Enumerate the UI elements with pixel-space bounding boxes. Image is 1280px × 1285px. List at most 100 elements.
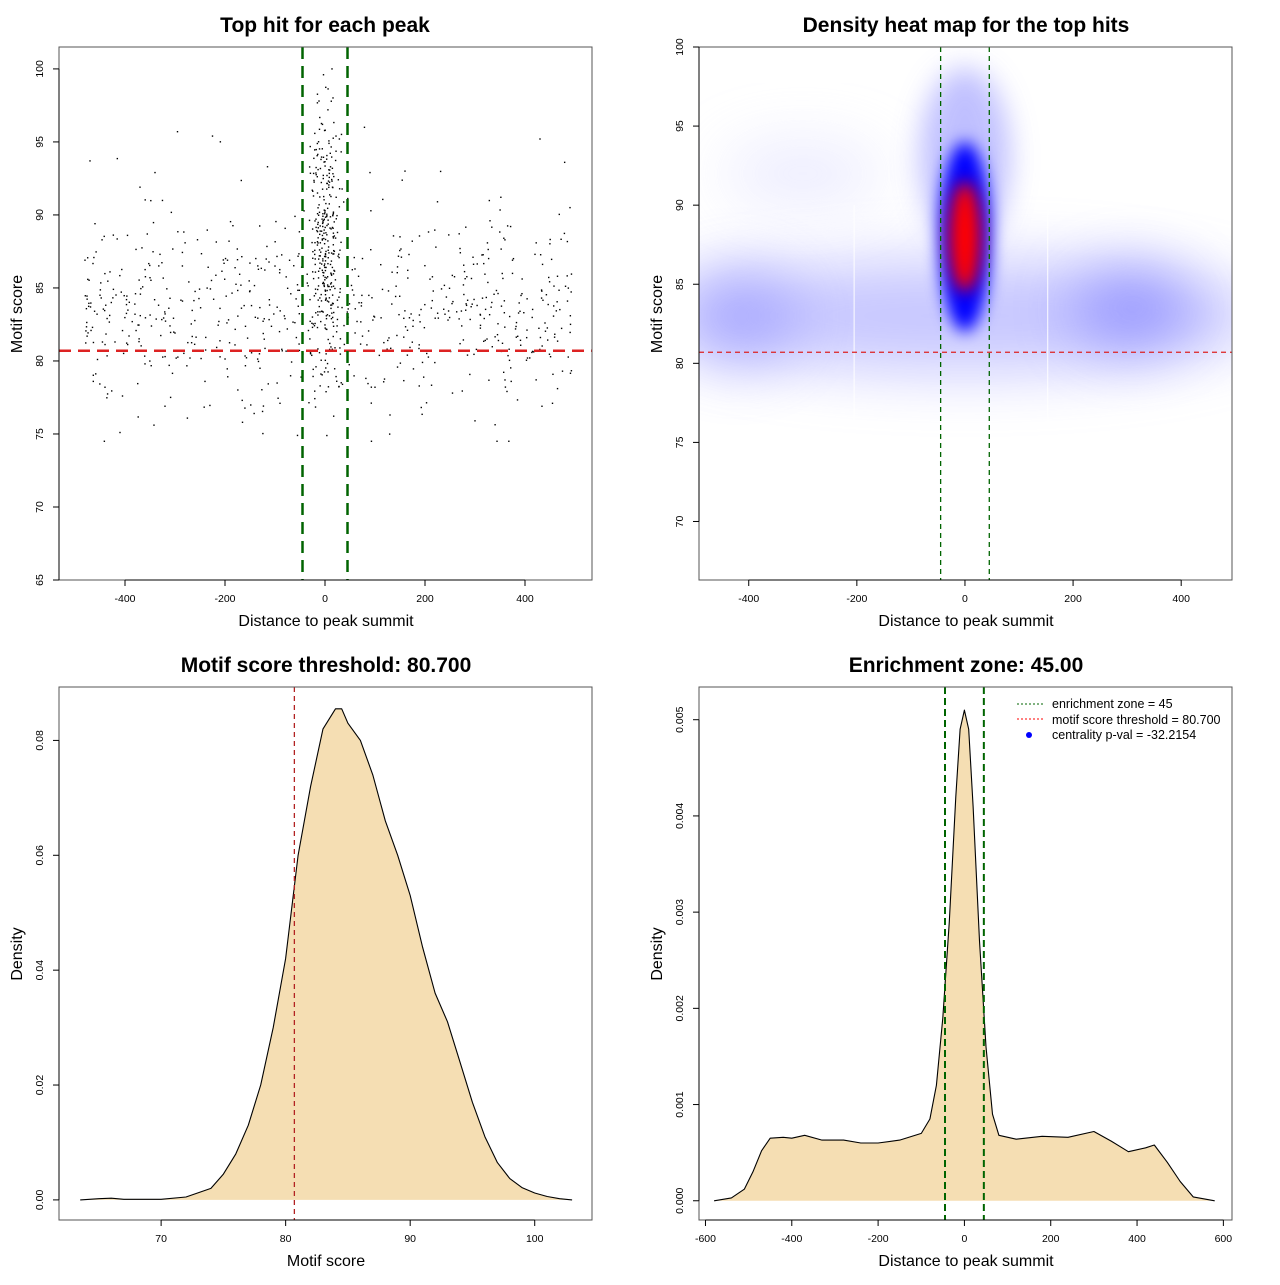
data-point [135, 248, 137, 251]
data-point [223, 278, 226, 280]
data-point [128, 301, 131, 304]
data-point [277, 397, 279, 399]
data-point [321, 239, 324, 241]
data-point [386, 348, 388, 350]
data-point [89, 160, 91, 162]
data-point [332, 325, 335, 327]
data-point [324, 209, 326, 212]
data-point [429, 278, 431, 280]
data-point [380, 317, 382, 319]
density-fill [714, 710, 1215, 1201]
data-point [517, 335, 519, 338]
data-point [359, 343, 362, 345]
data-point [567, 287, 570, 289]
legend: enrichment zone = 45 motif score thresho… [1017, 697, 1221, 742]
data-point [434, 317, 436, 319]
data-point [228, 342, 231, 344]
density-blob-left [699, 265, 798, 366]
panel1-y-tick-label: 100 [34, 60, 46, 78]
data-point [104, 272, 106, 275]
data-point [510, 380, 512, 383]
panel1-ylabel: Motif score [9, 275, 26, 353]
data-point [328, 297, 331, 299]
data-point [276, 255, 278, 258]
data-point [138, 324, 140, 326]
data-point [289, 375, 292, 377]
data-point [463, 270, 466, 273]
data-point [431, 299, 434, 302]
data-point [150, 279, 152, 282]
data-point [332, 236, 334, 238]
data-point [327, 338, 329, 341]
data-point [327, 109, 329, 111]
data-point [484, 273, 486, 275]
data-point [548, 281, 551, 283]
data-point [534, 253, 536, 256]
data-point [412, 319, 414, 322]
panel3-title: Motif score threshold: 80.700 [181, 654, 472, 677]
data-point [336, 231, 339, 234]
data-point [324, 254, 327, 256]
data-point [323, 229, 325, 231]
data-point [559, 308, 561, 311]
data-point [256, 358, 259, 360]
data-point [403, 379, 405, 382]
data-point [314, 322, 316, 325]
data-point [294, 321, 296, 324]
data-point [316, 212, 319, 215]
data-point [254, 316, 257, 318]
data-point [499, 231, 501, 233]
data-point [361, 335, 364, 337]
data-point [317, 314, 319, 316]
data-point [313, 149, 316, 151]
data-point [141, 247, 143, 249]
panel2-y-tick-label: 95 [674, 120, 686, 132]
data-point [332, 186, 334, 189]
data-point [326, 174, 328, 177]
data-point [567, 356, 569, 358]
data-point [322, 282, 324, 285]
data-point [175, 357, 177, 359]
data-point [553, 305, 555, 307]
data-point [474, 420, 476, 422]
data-point [314, 292, 317, 295]
data-point [372, 319, 374, 321]
data-point [228, 240, 230, 242]
data-point [317, 270, 320, 272]
data-point [177, 356, 179, 358]
data-point [315, 166, 317, 169]
data-point [324, 327, 326, 329]
data-point [334, 159, 337, 162]
data-point [322, 221, 324, 224]
data-point [387, 290, 390, 292]
data-point [348, 303, 351, 305]
data-point [235, 283, 237, 285]
panel1-scatter: -400 -200 0 200 400 65 70 75 80 85 90 95 100 [34, 46, 593, 605]
data-point [293, 265, 295, 267]
data-point [328, 169, 331, 171]
data-point [311, 228, 314, 230]
data-point [418, 385, 420, 387]
data-point [313, 179, 315, 182]
data-point [458, 318, 460, 320]
data-point [361, 294, 363, 297]
panel2-y-tick-label: 85 [674, 278, 686, 290]
data-point [335, 196, 337, 199]
data-point [331, 68, 333, 70]
data-point [144, 199, 146, 201]
data-point [361, 257, 364, 260]
data-point [274, 265, 276, 267]
data-point [316, 93, 319, 95]
data-point [465, 303, 467, 305]
data-point [194, 319, 196, 322]
data-point [504, 239, 506, 241]
data-point [323, 371, 326, 373]
data-point [86, 295, 88, 297]
data-point [412, 325, 414, 328]
panel2-heatmap: -400 -200 0 200 400 70 75 80 85 90 95 100 [674, 38, 1233, 605]
data-point [357, 275, 360, 278]
data-point [107, 280, 109, 282]
data-point [262, 332, 264, 335]
data-point [333, 235, 336, 237]
data-point [323, 232, 325, 234]
